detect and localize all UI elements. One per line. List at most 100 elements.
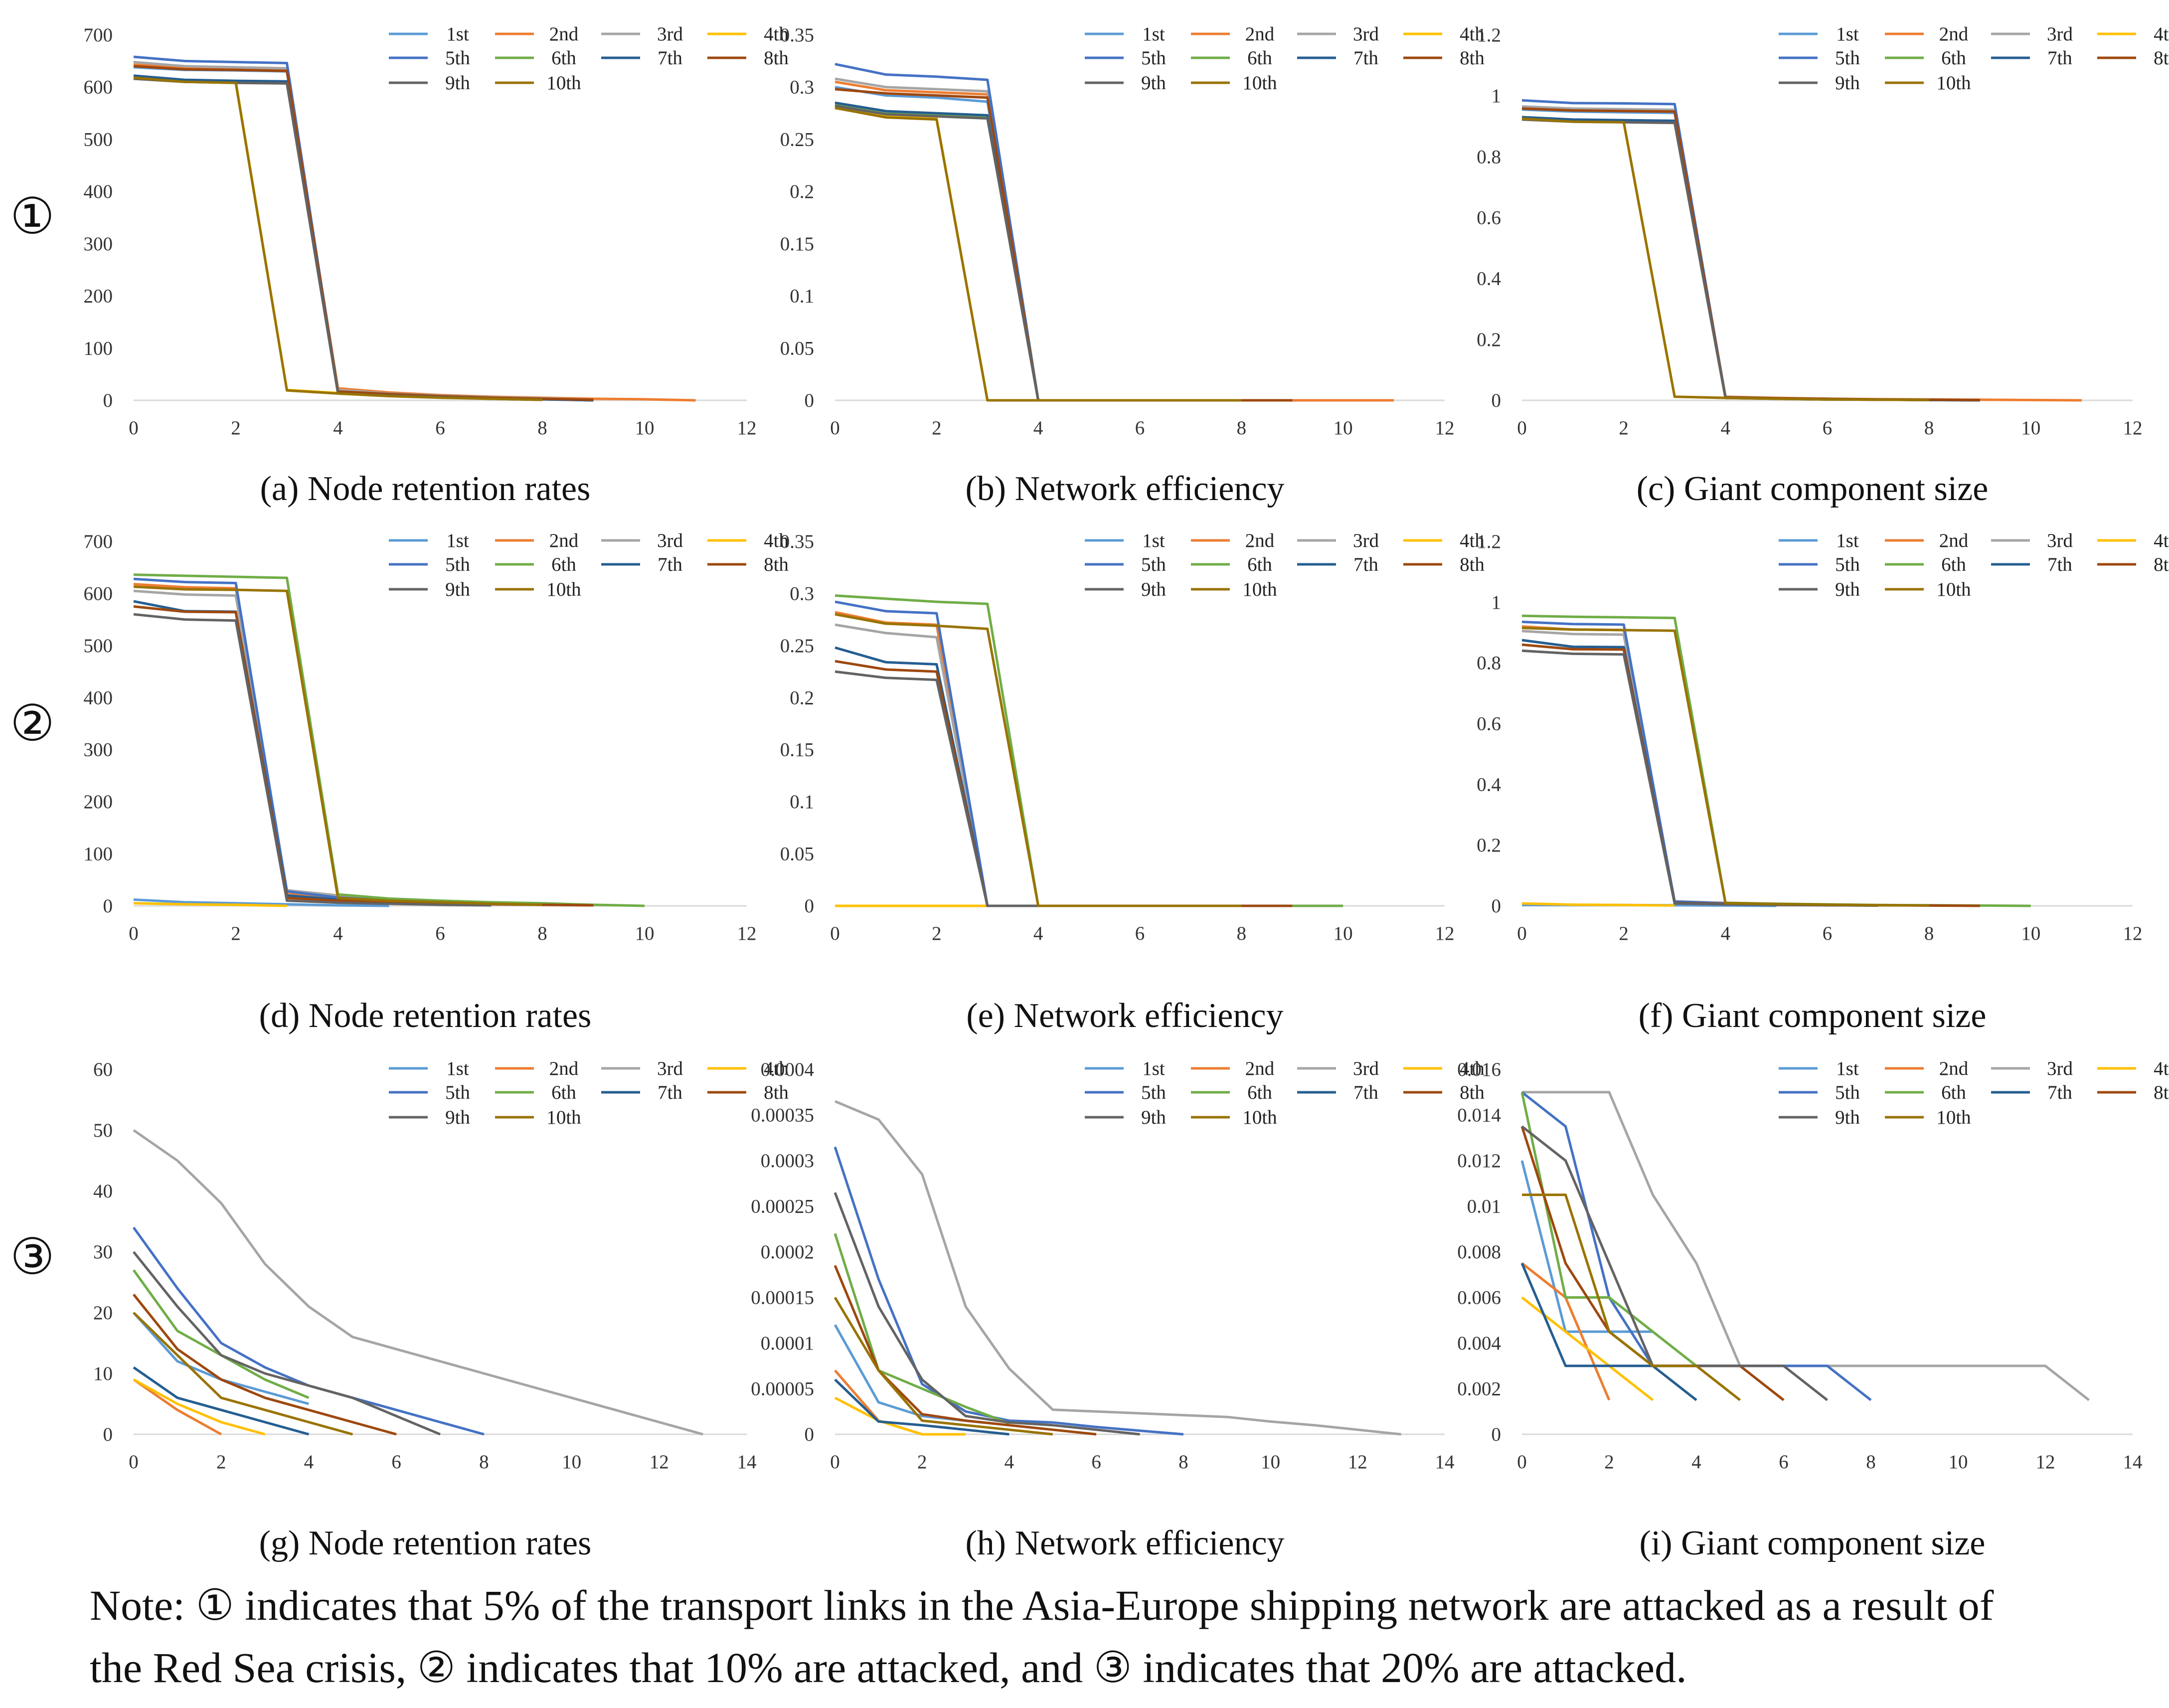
legend: 1st 2nd 3rd 4th 5th 6th 7th 8th 9th 10th — [1779, 530, 2169, 600]
series-line-4th — [1521, 1296, 1654, 1401]
series-line-3rd — [834, 77, 1293, 402]
series-line-10th — [1522, 1194, 1741, 1401]
legend: 1st 2nd 3rd 4th 5th 6th 7th 8th 9th 10th — [1779, 1058, 2169, 1128]
y-tick-label: 600 — [84, 77, 113, 98]
legend-label: 1st — [1142, 530, 1165, 551]
series-line-6th — [834, 594, 1343, 907]
series-line-6th — [1521, 614, 2031, 907]
x-tick-label: 0 — [830, 923, 840, 944]
y-tick-label: 0.25 — [780, 129, 814, 150]
legend-label: 9th — [1835, 1107, 1860, 1128]
legend-label: 9th — [1141, 579, 1166, 600]
x-tick-label: 8 — [1924, 923, 1934, 944]
legend-label: 10th — [1242, 72, 1277, 94]
chart-d: 0 2 4 6 8 10 12 0 100 200 300 400 500 600 700 1st 2nd 3rd… — [84, 530, 789, 1035]
x-tick-label: 8 — [479, 1451, 489, 1473]
x-tick-label: 10 — [562, 1451, 581, 1473]
legend-label: 7th — [2047, 554, 2072, 575]
y-tick-label: 0.6 — [1477, 713, 1501, 735]
x-tick-label: 8 — [1237, 417, 1247, 439]
y-tick-label: 60 — [93, 1059, 113, 1080]
y-tick-label: 100 — [84, 338, 113, 359]
legend-label: 4th — [764, 23, 789, 45]
series-line-7th — [133, 600, 492, 907]
y-tick-label: 0.01 — [1467, 1196, 1501, 1217]
series-line-5th — [1521, 99, 1980, 402]
legend-label: 4th — [764, 530, 789, 551]
y-tick-label: 0.1 — [790, 286, 814, 307]
y-tick-label: 0.0001 — [761, 1333, 814, 1354]
y-tick-label: 0.004 — [1457, 1333, 1501, 1354]
row-marker-1: ① — [10, 189, 55, 244]
x-tick-label: 6 — [435, 923, 445, 944]
x-tick-label: 2 — [216, 1451, 226, 1473]
legend-label: 8th — [2154, 47, 2169, 69]
legend-label: 3rd — [2047, 1058, 2073, 1079]
y-tick-label: 1 — [1492, 592, 1502, 613]
legend-label: 9th — [1141, 72, 1166, 94]
series-line-10th — [834, 107, 1242, 402]
series-line-9th — [1521, 649, 1878, 907]
x-tick-label: 8 — [1237, 923, 1247, 944]
legend-label: 5th — [445, 47, 470, 69]
series-line-9th — [834, 670, 1191, 907]
chart-g: 0 2 4 6 8 10 12 14 0 10 20 30 40 50 60 1st 2nd 3rd 4th 5th 6… — [93, 1058, 789, 1562]
legend-label: 10th — [1936, 1107, 1971, 1128]
x-tick-label: 10 — [1261, 1451, 1280, 1473]
series-line-7th — [133, 74, 594, 402]
y-tick-label: 0.15 — [780, 233, 814, 255]
legend-label: 6th — [551, 554, 576, 575]
y-tick-label: 0.3 — [790, 583, 814, 604]
x-tick-label: 8 — [537, 417, 547, 439]
y-tick-label: 0.25 — [780, 635, 814, 657]
legend-label: 6th — [1941, 554, 1966, 575]
x-tick-label: 2 — [1604, 1451, 1614, 1473]
x-tick-label: 8 — [1924, 417, 1934, 439]
legend-label: 10th — [546, 579, 581, 600]
series-line-1st — [1521, 108, 1980, 401]
y-tick-label: 0.4 — [1477, 774, 1501, 795]
series-line-10th — [1521, 627, 1929, 907]
x-tick-label: 12 — [650, 1451, 669, 1473]
series-line-7th — [133, 1366, 310, 1436]
x-tick-label: 14 — [1435, 1451, 1455, 1473]
series-line-10th — [133, 1312, 353, 1436]
legend: 1st 2nd 3rd 4th 5th 6th 7th 8th 9th 10th — [389, 530, 789, 600]
series-line-8th — [834, 660, 1293, 907]
x-tick-label: 6 — [1135, 923, 1145, 944]
series-line-5th — [133, 55, 594, 402]
y-tick-label: 700 — [84, 24, 113, 46]
legend-label: 4th — [1460, 1058, 1485, 1079]
y-tick-label: 0 — [1492, 390, 1502, 411]
series-line-6th — [834, 103, 1242, 402]
y-tick-label: 0 — [103, 390, 113, 411]
series-line-4th — [834, 1396, 966, 1436]
y-tick-label: 0 — [805, 895, 815, 917]
legend-label: 3rd — [1353, 23, 1379, 45]
y-tick-label: 0 — [1492, 1424, 1502, 1445]
legend-label: 1st — [1142, 1058, 1165, 1079]
legend-label: 8th — [1460, 47, 1485, 69]
x-tick-label: 10 — [635, 923, 655, 944]
x-tick-label: 10 — [1334, 923, 1353, 944]
series-line-3rd — [1521, 105, 1980, 401]
chart-caption: (g) Node retention rates — [259, 1524, 592, 1562]
x-tick-label: 6 — [391, 1451, 401, 1473]
x-tick-label: 2 — [932, 923, 942, 944]
y-tick-label: 0 — [103, 1424, 113, 1445]
legend-label: 6th — [1247, 554, 1272, 575]
y-tick-label: 1.2 — [1477, 531, 1501, 552]
chart-caption: (d) Node retention rates — [259, 997, 592, 1035]
legend: 1st 2nd 3rd 4th 5th 6th 7th 8th 9th 10th — [389, 1058, 789, 1128]
y-tick-label: 0.012 — [1457, 1150, 1501, 1172]
chart-caption: (a) Node retention rates — [260, 470, 591, 508]
legend-label: 6th — [1247, 47, 1272, 69]
y-tick-label: 1 — [1492, 85, 1502, 107]
y-tick-label: 0.00025 — [751, 1196, 814, 1217]
legend-label: 6th — [551, 1082, 576, 1103]
legend-label: 7th — [1353, 1082, 1378, 1103]
chart-caption: (e) Network efficiency — [966, 997, 1283, 1035]
y-tick-label: 0.8 — [1477, 653, 1501, 674]
series-line-8th — [1520, 1126, 1785, 1401]
y-tick-label: 0.1 — [790, 791, 814, 813]
